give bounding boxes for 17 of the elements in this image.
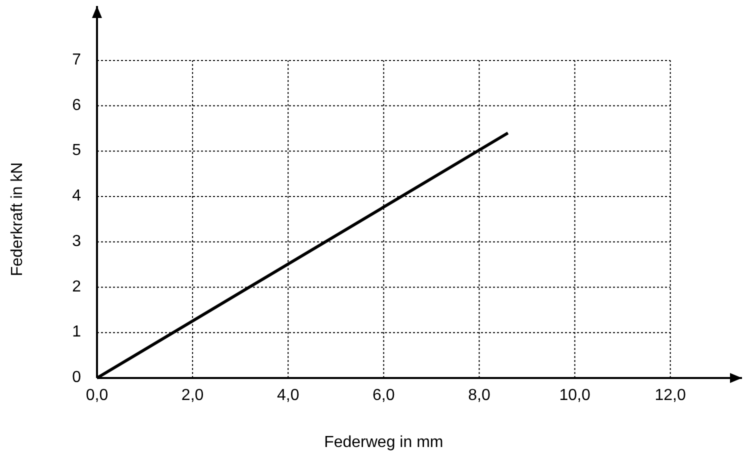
y-tick-label: 4 [72,188,82,205]
y-tick-label: 5 [72,142,82,160]
y-tick-label: 3 [72,232,82,250]
y-tick-label: 6 [72,96,82,114]
y-tick-label: 2 [72,278,82,296]
x-axis-title: Federweg in mm [324,434,444,451]
y-tick-label: 7 [72,51,82,68]
x-tick-label: 8,0 [468,387,490,404]
x-tick-label: 0,0 [86,387,108,404]
x-tick-label: 4,0 [276,387,300,404]
x-tick-label: 6,0 [372,387,395,404]
x-tick-label: 10,0 [559,387,590,404]
y-tick-label: 0 [72,369,82,386]
x-tick-label: 2,0 [181,387,204,404]
x-tick-label: 12,0 [654,387,686,404]
y-axis-title: Federkraft in kN [9,162,26,276]
y-tick-label: 1 [72,324,82,341]
